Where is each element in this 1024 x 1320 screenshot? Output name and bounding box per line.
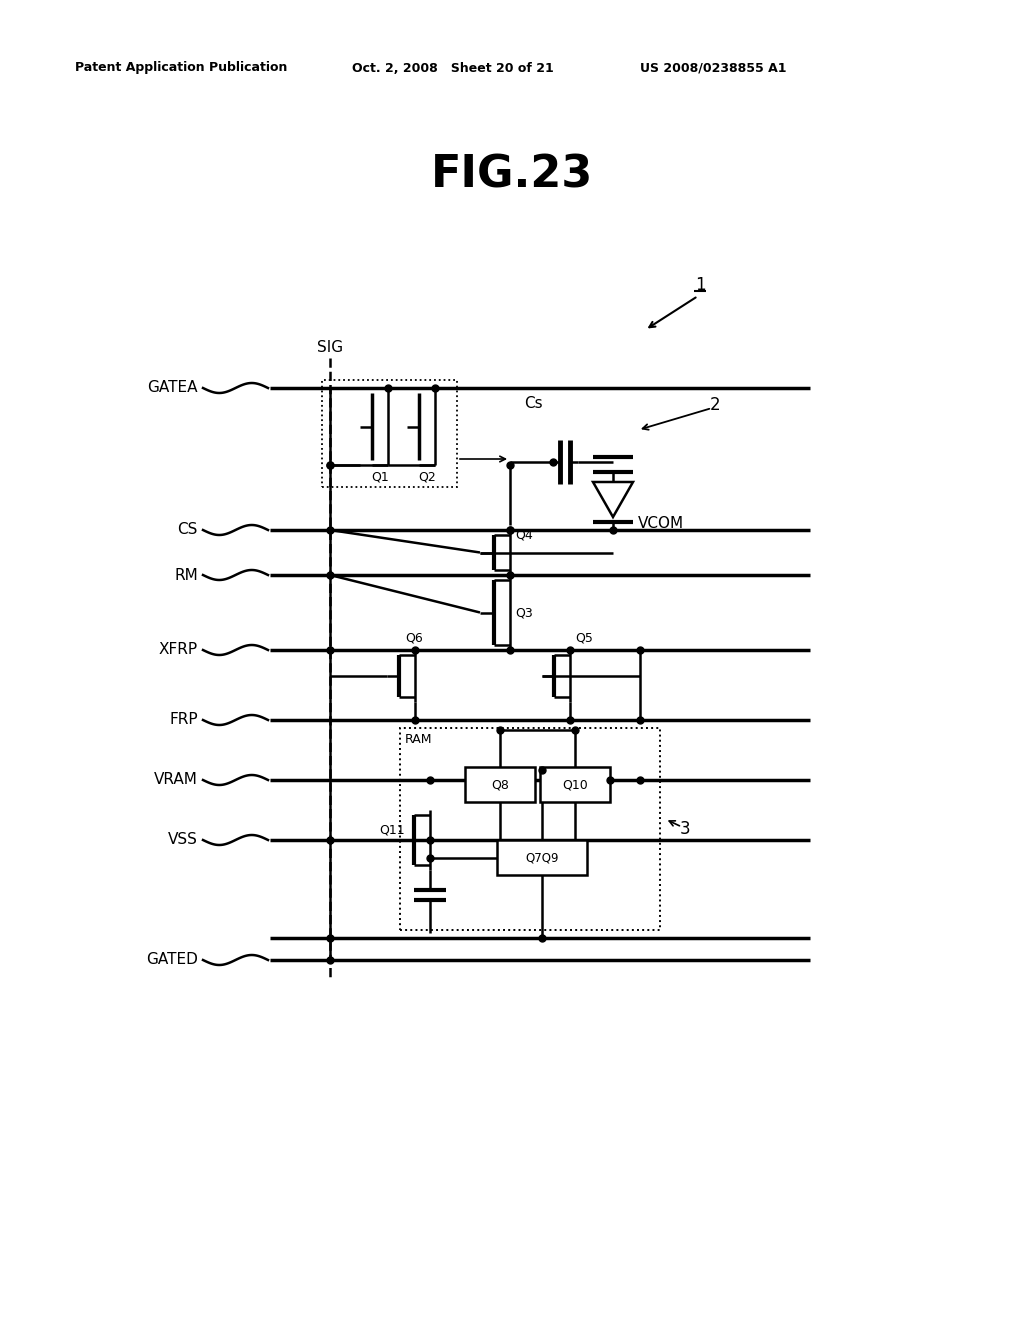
- Text: Oct. 2, 2008   Sheet 20 of 21: Oct. 2, 2008 Sheet 20 of 21: [352, 62, 554, 74]
- Text: GATEA: GATEA: [147, 380, 198, 396]
- Text: Cs: Cs: [524, 396, 543, 411]
- Text: Q2: Q2: [418, 470, 436, 483]
- Text: Q6: Q6: [406, 631, 423, 644]
- Text: VRAM: VRAM: [155, 772, 198, 788]
- Text: Q7Q9: Q7Q9: [525, 851, 559, 865]
- Text: Q8: Q8: [492, 779, 509, 792]
- Text: RAM: RAM: [406, 733, 432, 746]
- Text: VCOM: VCOM: [638, 516, 684, 532]
- Text: FRP: FRP: [169, 713, 198, 727]
- Bar: [540, 767, 610, 803]
- Text: XFRP: XFRP: [159, 643, 198, 657]
- Text: Patent Application Publication: Patent Application Publication: [75, 62, 288, 74]
- Text: Q10: Q10: [562, 779, 588, 792]
- Bar: [400, 729, 660, 931]
- Text: Q3: Q3: [515, 606, 532, 619]
- Bar: [322, 380, 457, 487]
- Bar: [465, 767, 535, 803]
- Text: Q5: Q5: [575, 631, 593, 644]
- Text: CS: CS: [177, 523, 198, 537]
- Text: Q4: Q4: [515, 528, 532, 541]
- Text: VSS: VSS: [168, 833, 198, 847]
- Text: SIG: SIG: [317, 341, 343, 355]
- Text: Q11: Q11: [379, 824, 406, 837]
- Text: 2: 2: [710, 396, 721, 414]
- Text: 1: 1: [694, 276, 706, 294]
- Text: FIG.23: FIG.23: [431, 153, 593, 197]
- Text: GATED: GATED: [146, 953, 198, 968]
- Bar: [497, 840, 587, 875]
- Text: RM: RM: [174, 568, 198, 582]
- Text: Q1: Q1: [371, 470, 389, 483]
- Text: 3: 3: [680, 820, 690, 838]
- Text: US 2008/0238855 A1: US 2008/0238855 A1: [640, 62, 786, 74]
